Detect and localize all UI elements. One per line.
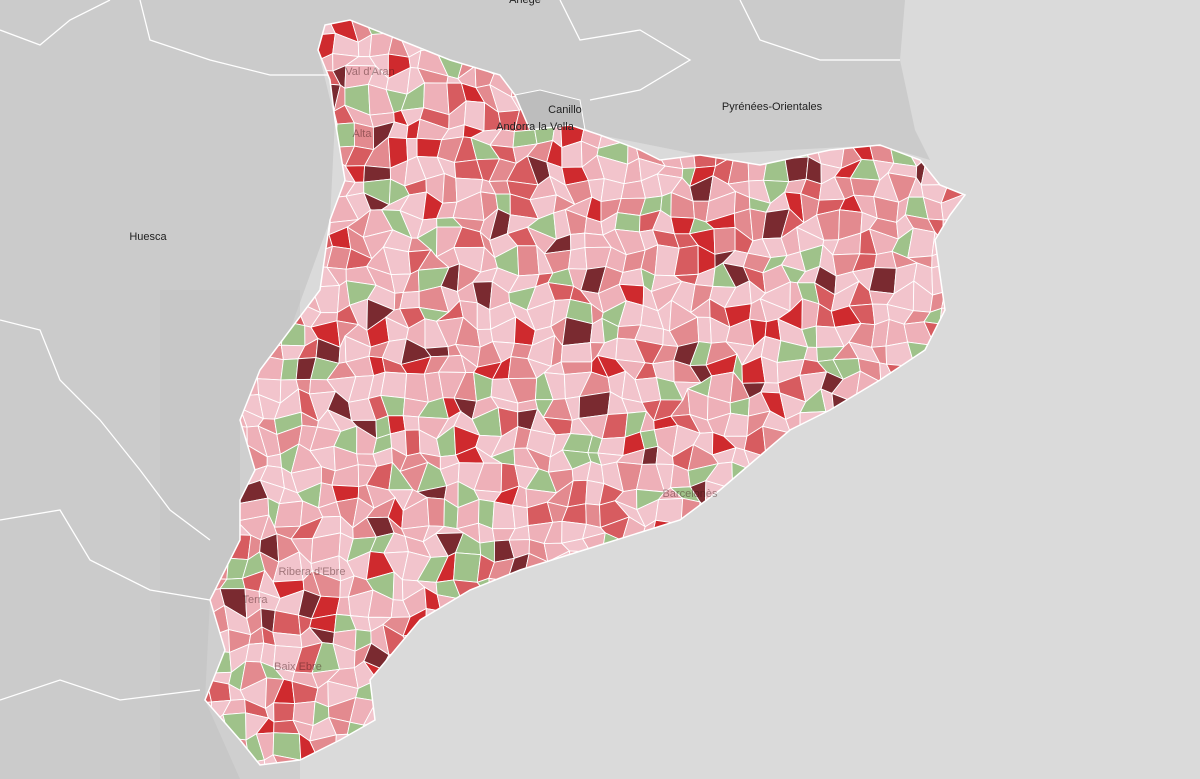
municipality (516, 245, 540, 277)
place-label: Andorra la Vella (496, 121, 575, 133)
municipality (453, 552, 482, 583)
municipality (426, 497, 445, 527)
border (139, 0, 330, 76)
municipality (263, 754, 286, 765)
border (559, 0, 692, 101)
border (0, 679, 201, 701)
municipality (512, 504, 529, 530)
border (0, 0, 111, 46)
region-label: Val d'Aran (345, 66, 395, 78)
municipality (442, 172, 458, 204)
region-label: Alta (353, 128, 373, 140)
municipality (280, 358, 299, 381)
municipality (614, 212, 641, 233)
municipality (578, 391, 611, 419)
municipality (399, 290, 420, 310)
municipality (402, 415, 420, 431)
border (739, 0, 900, 61)
municipality (713, 226, 736, 255)
place-label: Ariège (509, 0, 541, 6)
municipality (641, 445, 659, 465)
municipality (868, 267, 897, 295)
region-label: Baix Ebre (274, 661, 322, 673)
municipality (597, 436, 626, 457)
region-label: Ribera d'Ebre (279, 566, 346, 578)
municipality (784, 156, 809, 183)
region-label: Terra (242, 594, 268, 606)
catalonia-outline (204, 19, 967, 766)
border (0, 319, 211, 541)
region-label: Barcelonès (662, 488, 718, 500)
municipality (560, 342, 593, 363)
municipality (492, 501, 516, 530)
place-label: Huesca (129, 231, 167, 243)
place-label: Pyrénées-Orientales (722, 101, 823, 113)
municipality (273, 702, 296, 723)
municipality (404, 429, 421, 457)
municipality (568, 247, 588, 270)
border (0, 509, 211, 601)
municipality (273, 500, 304, 528)
land-neighbour (0, 0, 930, 779)
municipality (696, 316, 712, 344)
municipality (380, 371, 408, 399)
place-label: Canillo (548, 104, 582, 116)
municipality (585, 503, 601, 528)
labels: Ariège Canillo Andorra la Vella Pyrénées-Or… (129, 0, 822, 673)
